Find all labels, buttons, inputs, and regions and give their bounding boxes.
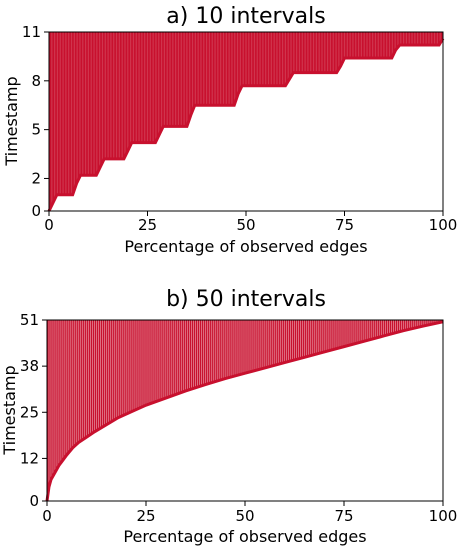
- x-tick-label: 0: [44, 216, 54, 234]
- y-tick-label: 5: [31, 121, 41, 139]
- chart-title-b: b) 50 intervals: [166, 287, 326, 312]
- x-axis-label-b: Percentage of observed edges: [123, 527, 366, 546]
- panel-b-marks: [45, 320, 444, 502]
- x-tick-label: 50: [236, 216, 255, 234]
- x-tick-label: 0: [42, 507, 52, 525]
- y-tick-label: 51: [20, 311, 39, 329]
- x-tick-label: 25: [136, 507, 155, 525]
- x-tick-label: 100: [429, 507, 458, 525]
- x-tick-label: 25: [138, 216, 157, 234]
- panel-a-y-ticks: 0 2 5 8 11: [22, 23, 49, 220]
- y-tick-label: 25: [20, 403, 39, 421]
- chart-title-a: a) 10 intervals: [166, 4, 325, 29]
- panel-b-chart: b) 50 intervals 0 25 50 75 100 0 12 25 38 51 Per…: [0, 287, 457, 546]
- x-tick-label: 75: [334, 507, 353, 525]
- x-tick-label: 75: [335, 216, 354, 234]
- x-axis-label-a: Percentage of observed edges: [124, 237, 367, 256]
- y-tick-label: 12: [20, 449, 39, 467]
- x-tick-label: 50: [235, 507, 254, 525]
- y-tick-label: 0: [29, 492, 39, 510]
- panel-a-x-ticks: 0 25 50 75 100: [44, 211, 457, 234]
- y-tick-label: 2: [31, 169, 41, 187]
- boundary-line: [45, 320, 444, 502]
- panel-a-marks: [47, 32, 445, 212]
- panel-b-x-ticks: 0 25 50 75 100: [42, 501, 457, 525]
- y-tick-label: 11: [22, 23, 41, 41]
- panel-b-y-ticks: 0 12 25 38 51: [20, 311, 47, 510]
- boundary-line: [47, 37, 445, 212]
- y-tick-label: 0: [31, 202, 41, 220]
- y-tick-label: 8: [31, 72, 41, 90]
- data-band: [49, 32, 443, 211]
- y-axis-label-a: Timestamp: [2, 76, 21, 166]
- data-band: [47, 320, 443, 501]
- y-axis-label-b: Timestamp: [0, 365, 19, 455]
- y-tick-label: 38: [20, 357, 39, 375]
- x-tick-label: 100: [429, 216, 458, 234]
